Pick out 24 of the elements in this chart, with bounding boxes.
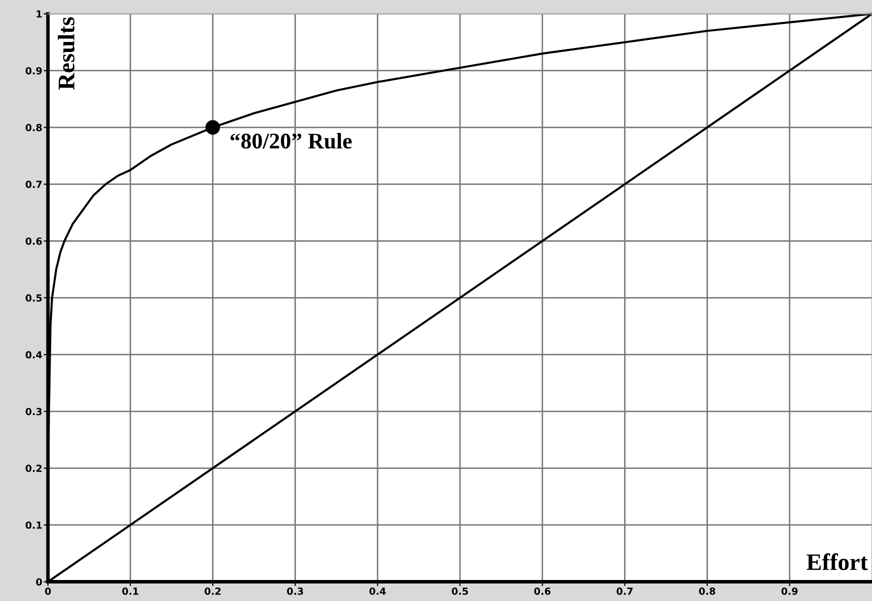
y-tick-label: 0.5	[26, 294, 42, 302]
y-tick-label: 0	[36, 578, 42, 586]
x-tick-label: 0.6	[534, 587, 550, 595]
y-tick-label: 1	[36, 10, 42, 18]
y-tick-label: 0.1	[26, 521, 42, 529]
annotation: “80/20” Rule	[230, 132, 352, 149]
y-tick-label: 0.7	[26, 180, 42, 188]
x-tick-label: 0.3	[287, 587, 304, 595]
y-tick-label: 0.9	[26, 67, 42, 74]
x-tick-label: 0	[45, 587, 51, 595]
y-tick-label: 0.4	[26, 351, 42, 358]
x-tick-label: 0.9	[781, 587, 798, 595]
x-tick-label: 0.7	[616, 587, 633, 595]
y-tick-label: 0.3	[26, 408, 42, 416]
y-axis-title: Results	[58, 17, 75, 90]
x-axis-title: Effort	[806, 553, 868, 570]
y-tick-label: 0.8	[26, 124, 42, 132]
x-tick-label: 0.2	[204, 587, 221, 595]
x-tick-label: 0.1	[122, 587, 138, 595]
x-tick-label: 0.5	[452, 587, 468, 595]
x-tick-label: 0.8	[699, 587, 716, 595]
x-tick-label: 0.4	[369, 587, 386, 595]
y-tick-label: 0.2	[26, 464, 42, 472]
y-tick-label: 0.6	[26, 237, 42, 245]
